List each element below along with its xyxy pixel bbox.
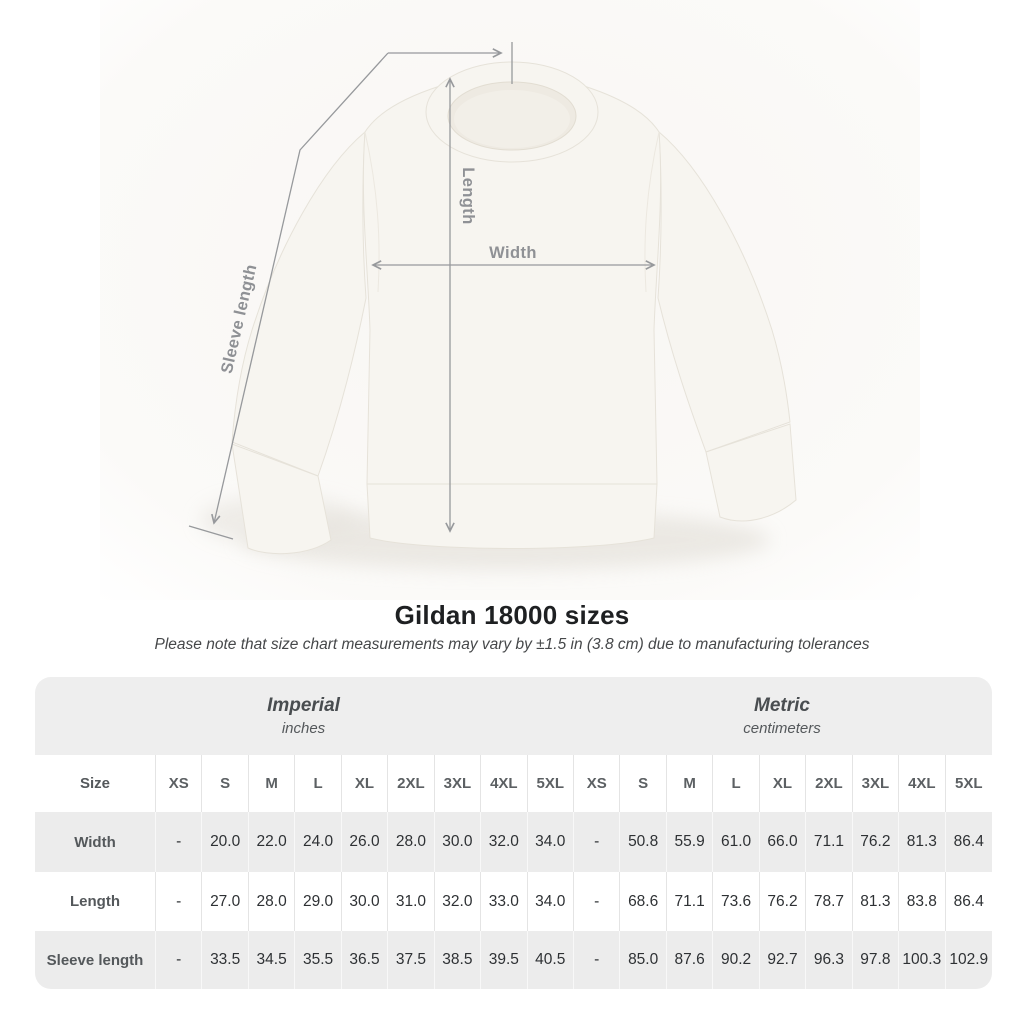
- size-header-row: Size XS S M L XL 2XL 3XL 4XL 5XL XS S M L XL 2XL 3XL 4XL…: [35, 755, 992, 812]
- measurement-cell: 26.0: [342, 812, 389, 872]
- measurement-cell: 34.5: [249, 931, 296, 989]
- measurement-cell: -: [574, 812, 621, 872]
- size-column-header: 3XL: [435, 755, 482, 812]
- measurement-cell: 87.6: [667, 931, 714, 989]
- measurement-cell: 29.0: [295, 872, 342, 931]
- size-column-header: S: [620, 755, 667, 812]
- size-column-header: 3XL: [853, 755, 900, 812]
- metric-group-header: Metric centimeters: [572, 677, 992, 755]
- size-column-header: XS: [156, 755, 203, 812]
- measurement-cell: 30.0: [342, 872, 389, 931]
- measurement-cell: 50.8: [620, 812, 667, 872]
- measurement-cell: 73.6: [713, 872, 760, 931]
- size-column-header: XS: [574, 755, 621, 812]
- length-measure-label: Length: [459, 167, 477, 224]
- measurement-cell: 92.7: [760, 931, 807, 989]
- imperial-label: Imperial: [267, 695, 340, 716]
- measurement-cell: 20.0: [202, 812, 249, 872]
- width-measure-label: Width: [489, 244, 537, 262]
- size-column-header: 4XL: [899, 755, 946, 812]
- size-column-header: 2XL: [806, 755, 853, 812]
- measurement-cell: 31.0: [388, 872, 435, 931]
- metric-label: Metric: [754, 695, 810, 716]
- measurement-cell: 81.3: [899, 812, 946, 872]
- size-column-header: XL: [342, 755, 389, 812]
- measurement-cell: 61.0: [713, 812, 760, 872]
- measurement-cell: 35.5: [295, 931, 342, 989]
- measurement-cell: 37.5: [388, 931, 435, 989]
- measurement-cell: -: [574, 931, 621, 989]
- sleeve-length-row: Sleeve length -33.5 34.5 35.5 36.5 37.5 38.5 3…: [35, 931, 992, 989]
- row-label-width: Width: [35, 812, 156, 872]
- size-column-header: M: [667, 755, 714, 812]
- measurement-cell: 55.9: [667, 812, 714, 872]
- sleeve-length-line: [214, 52, 389, 523]
- size-column-header: L: [295, 755, 342, 812]
- measurement-cell: 22.0: [249, 812, 296, 872]
- measurement-cell: 81.3: [853, 872, 900, 931]
- measurement-cell: 96.3: [806, 931, 853, 989]
- measurement-cell: 76.2: [853, 812, 900, 872]
- measurement-cell: 83.8: [899, 872, 946, 931]
- size-header-label: Size: [35, 755, 156, 812]
- measurement-cell: 27.0: [202, 872, 249, 931]
- measurement-cell: 28.0: [388, 812, 435, 872]
- measurement-cell: 71.1: [806, 812, 853, 872]
- unit-group-band: Imperial inches Metric centimeters: [35, 677, 992, 755]
- sweatshirt-graphic: [231, 61, 797, 555]
- metric-unit: centimeters: [743, 720, 821, 737]
- measurement-cell: 34.0: [528, 812, 574, 872]
- measurement-cell: 71.1: [667, 872, 714, 931]
- size-column-header: 4XL: [481, 755, 528, 812]
- row-label-length: Length: [35, 872, 156, 931]
- measurement-cell: 32.0: [435, 872, 482, 931]
- measurement-cell: 39.5: [481, 931, 528, 989]
- size-column-header: M: [249, 755, 296, 812]
- measurement-cell: 86.4: [953, 833, 984, 850]
- measurement-cell: -: [156, 872, 203, 931]
- imperial-group-header: Imperial inches: [35, 677, 572, 755]
- size-column-header: S: [202, 755, 249, 812]
- measurement-cell: 28.0: [249, 872, 296, 931]
- measurement-cell: 24.0: [295, 812, 342, 872]
- imperial-unit: inches: [281, 720, 326, 737]
- size-column-header: 2XL: [388, 755, 435, 812]
- page-title: Gildan 18000 sizes: [394, 600, 630, 630]
- measurement-cell: 76.2: [760, 872, 807, 931]
- measurement-cell: 38.5: [435, 931, 482, 989]
- measurement-cell: 36.5: [342, 931, 389, 989]
- measurement-cell: 78.7: [806, 872, 853, 931]
- length-row: Length -27.0 28.0 29.0 30.0 31.0 32.0 33.0 34.0…: [35, 872, 992, 931]
- measurement-cell: 66.0: [760, 812, 807, 872]
- size-column-header: 5XL: [528, 755, 574, 812]
- size-table: Imperial inches Metric centimeters Size …: [35, 677, 992, 989]
- size-column-header: L: [713, 755, 760, 812]
- row-label-sleeve-length: Sleeve length: [35, 931, 156, 989]
- measurement-cell: 30.0: [435, 812, 482, 872]
- measurement-cell: 40.5: [528, 931, 574, 989]
- measurement-cell: -: [574, 872, 621, 931]
- measurement-cell: 97.8: [853, 931, 900, 989]
- measurement-cell: 86.4: [953, 892, 984, 910]
- measurement-cell: 33.0: [481, 872, 528, 931]
- measurement-cell: 68.6: [620, 872, 667, 931]
- sweatshirt-measurement-diagram: Length Width Sleeve length: [100, 0, 920, 600]
- measurement-cell: -: [156, 931, 203, 989]
- measurement-cell: -: [156, 812, 203, 872]
- size-column-header: 5XL: [955, 775, 983, 792]
- measurement-cell: 34.0: [528, 872, 574, 931]
- width-row: Width -20.0 22.0 24.0 26.0 28.0 30.0 32.0 34.0-…: [35, 812, 992, 872]
- measurement-cell: 32.0: [481, 812, 528, 872]
- size-column-header: XL: [760, 755, 807, 812]
- measurement-cell: 90.2: [713, 931, 760, 989]
- measurement-lines: [188, 42, 654, 540]
- sleeve-end-tick: [188, 525, 234, 540]
- measurement-cell: 85.0: [620, 931, 667, 989]
- measurement-cell: 33.5: [202, 931, 249, 989]
- measurement-cell: 100.3: [899, 931, 946, 989]
- tolerance-note: Please note that size chart measurements…: [154, 636, 870, 653]
- measurement-cell: 102.9: [949, 951, 989, 968]
